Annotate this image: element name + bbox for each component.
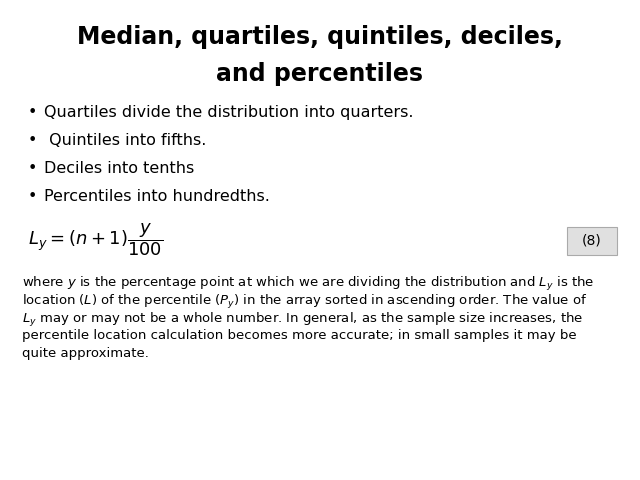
Text: where $y$ is the percentage point at which we are dividing the distribution and : where $y$ is the percentage point at whi…: [22, 275, 595, 293]
Text: quite approximate.: quite approximate.: [22, 347, 149, 360]
Text: Quartiles divide the distribution into quarters.: Quartiles divide the distribution into q…: [44, 105, 413, 120]
Text: Deciles into tenths: Deciles into tenths: [44, 161, 195, 176]
Text: •: •: [28, 105, 37, 120]
Text: $L_y$ may or may not be a whole number. In general, as the sample size increases: $L_y$ may or may not be a whole number. …: [22, 311, 583, 329]
Text: •: •: [28, 161, 37, 176]
FancyBboxPatch shape: [567, 227, 617, 255]
Text: (8): (8): [582, 233, 602, 247]
Text: location ($L$) of the percentile ($P_y$) in the array sorted in ascending order.: location ($L$) of the percentile ($P_y$)…: [22, 293, 588, 311]
Text: Median, quartiles, quintiles, deciles,: Median, quartiles, quintiles, deciles,: [77, 25, 563, 49]
Text: •: •: [28, 133, 37, 148]
Text: Percentiles into hundredths.: Percentiles into hundredths.: [44, 189, 270, 204]
Text: •: •: [28, 189, 37, 204]
Text: $L_y = (n+1)\dfrac{y}{100}$: $L_y = (n+1)\dfrac{y}{100}$: [28, 222, 163, 258]
Text: Quintiles into fifths.: Quintiles into fifths.: [44, 133, 206, 148]
Text: percentile location calculation becomes more accurate; in small samples it may b: percentile location calculation becomes …: [22, 329, 577, 342]
Text: and percentiles: and percentiles: [216, 62, 424, 86]
